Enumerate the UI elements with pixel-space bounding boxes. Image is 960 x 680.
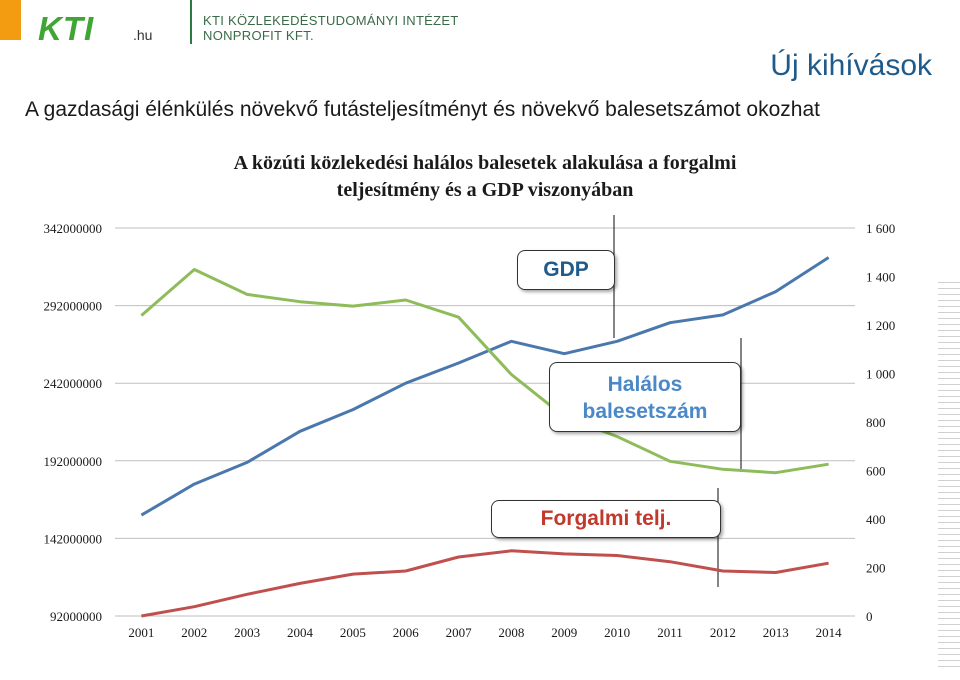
chart-title: A közúti közlekedési halálos balesetek a… <box>160 150 810 204</box>
series-line-0 <box>140 256 830 517</box>
callout-traffic-performance: Forgalmi telj. <box>491 500 721 538</box>
left-axis-tick-label: 92000000 <box>50 609 102 624</box>
logo-orange-square <box>0 0 21 40</box>
x-axis-tick-label: 2007 <box>446 625 473 640</box>
callout-gdp: GDP <box>517 250 615 290</box>
organization-name: KTI KÖZLEKEDÉSTUDOMÁNYI INTÉZET NONPROFI… <box>203 13 459 43</box>
x-axis-tick-label: 2011 <box>657 625 683 640</box>
left-axis-tick-label: 242000000 <box>44 376 103 391</box>
x-axis-tick-label: 2004 <box>287 625 314 640</box>
left-axis-tick-label: 342000000 <box>44 221 103 236</box>
callout-fatal-line-2: balesetszám <box>582 400 708 423</box>
series-line-1 <box>140 268 829 475</box>
x-axis-tick-label: 2014 <box>816 625 843 640</box>
x-axis-tick-label: 2001 <box>128 625 154 640</box>
kti-logo: KTI .hu <box>0 0 195 52</box>
callout-fatal-line-1: Halálos <box>607 373 683 396</box>
left-axis-tick-label: 292000000 <box>44 299 103 314</box>
decorative-lines <box>938 282 960 672</box>
chart-title-line-1: A közúti közlekedési halálos balesetek a… <box>233 152 737 174</box>
right-axis-tick-label: 800 <box>866 415 886 430</box>
series-line-2 <box>141 549 829 618</box>
x-axis-tick-label: 2006 <box>393 625 420 640</box>
right-axis-tick-label: 0 <box>866 609 873 624</box>
x-axis-tick-label: 2010 <box>604 625 630 640</box>
slide-title: Új kihívások <box>770 49 932 82</box>
slide-subtitle: A gazdasági élénkülés növekvő futástelje… <box>25 98 820 121</box>
left-axis-tick-label: 142000000 <box>44 531 103 546</box>
x-axis-tick-label: 2009 <box>551 625 577 640</box>
right-axis-tick-label: 1 000 <box>866 367 895 382</box>
callout-fatal-accidents: Halálos balesetszám <box>549 362 741 432</box>
x-axis-tick-label: 2005 <box>340 625 366 640</box>
logo-suffix: .hu <box>133 27 153 43</box>
right-axis-tick-label: 1 400 <box>866 270 895 285</box>
right-axis-tick-label: 1 600 <box>866 221 895 236</box>
logo-divider <box>190 0 192 44</box>
x-axis-tick-label: 2012 <box>710 625 736 640</box>
org-line-2: NONPROFIT KFT. <box>203 28 314 43</box>
org-line-1: KTI KÖZLEKEDÉSTUDOMÁNYI INTÉZET <box>203 13 459 28</box>
chart-title-line-2: teljesítmény és a GDP viszonyában <box>336 179 634 201</box>
x-axis-tick-label: 2002 <box>181 625 207 640</box>
left-axis-tick-label: 192000000 <box>44 454 103 469</box>
x-axis-tick-label: 2008 <box>498 625 524 640</box>
right-axis-tick-label: 400 <box>866 512 886 527</box>
right-axis-tick-label: 200 <box>866 561 886 576</box>
x-axis-tick-label: 2013 <box>763 625 789 640</box>
right-axis-tick-label: 1 200 <box>866 318 895 333</box>
right-axis-tick-label: 600 <box>866 464 886 479</box>
logo-text: KTI <box>38 10 95 47</box>
x-axis-tick-label: 2003 <box>234 625 260 640</box>
